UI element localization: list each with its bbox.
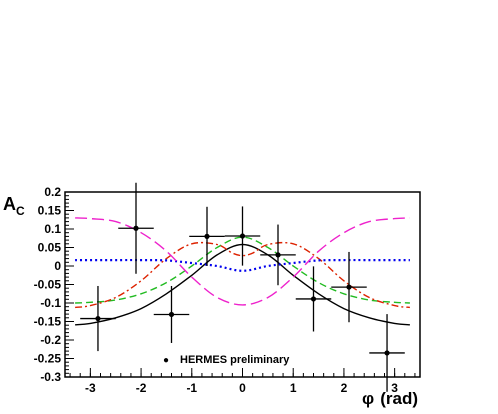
point-marker [384,350,390,356]
data-point [224,206,261,266]
y-axis-title: AC [3,194,25,218]
y-tick-label: -0.25 [34,352,62,366]
point-marker [346,284,352,290]
data-point [369,314,405,392]
x-axis: -3 -2 -1 0 1 2 3 [69,368,416,395]
point-marker [168,311,175,318]
data-point [331,251,367,323]
x-axis-title-unit: (rad) [380,389,418,408]
x-tick-label: -3 [85,381,96,395]
x-tick-label: 0 [239,381,246,395]
x-tick-label: 1 [290,381,297,395]
legend-marker: ● [163,355,169,366]
longdash-model-curve [75,217,410,306]
point-marker [310,296,317,302]
y-tick-label: -0.1 [40,296,61,310]
x-tick-label: 3 [391,381,398,395]
x-tick-label: -1 [186,381,197,395]
data-point [295,266,332,332]
y-tick-label: -0.3 [40,370,61,384]
y-tick-label: -0.05 [34,278,62,292]
point-marker [95,315,101,322]
y-tick-label: 0.2 [44,185,61,199]
dotted-model-curve [75,258,410,272]
y-tick-label: 0.15 [38,204,62,218]
legend-label: HERMES preliminary [180,354,290,366]
y-axis-title-subscript: C [16,204,25,218]
point-marker [275,252,281,258]
dashed-model-curve [75,236,410,304]
point-marker [133,225,139,231]
legend: ● HERMES preliminary [163,354,290,366]
x-axis-title: φ (rad) [362,389,418,408]
x-tick-label: -2 [136,381,147,395]
point-marker [204,233,210,239]
y-tick-label: 0.1 [44,222,61,236]
data-point [153,285,190,343]
y-tick-label: 0 [54,259,61,273]
y-tick-label: 0.05 [38,241,62,255]
data-point [118,182,154,274]
point-marker [239,233,246,239]
data-points [80,182,405,392]
data-point [189,206,225,266]
y-tick-label: -0.2 [40,333,61,347]
y-tick-label: -0.15 [34,315,62,329]
data-point [80,285,116,352]
x-tick-label: 2 [341,381,348,395]
y-axis: 0.2 0.15 0.1 0.05 0 -0.05 -0.1 -0.15 -0.2 -0.25 -0… [34,185,74,384]
data-point [260,224,296,286]
